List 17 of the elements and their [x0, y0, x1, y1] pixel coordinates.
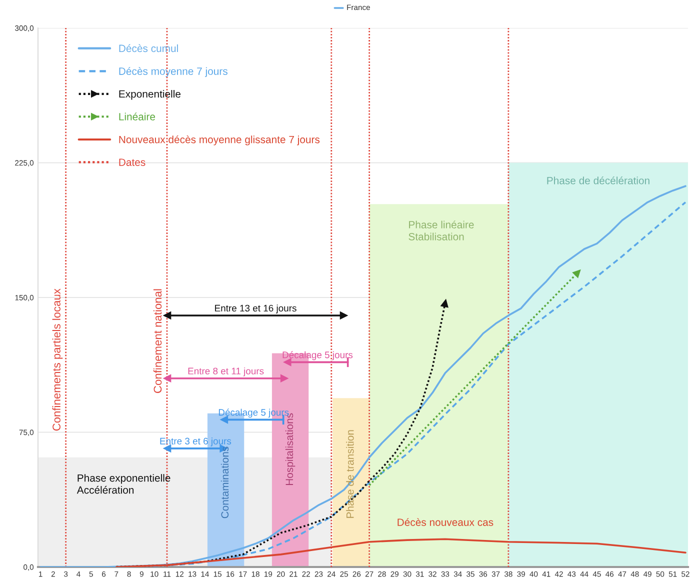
series-label: Phase de décélération: [547, 176, 650, 184]
ref-line-label: Confinements partiels locaux: [52, 288, 63, 431]
legend-label: Nouveaux décès moyenne glissante 7 jours: [119, 135, 320, 146]
legend-label: Linéaire: [119, 112, 156, 120]
series-label: Entre 13 et 16 jours: [215, 304, 296, 314]
legend-label: Décès cumul: [119, 44, 178, 52]
series-label: Contaminations: [220, 446, 229, 518]
series-label: Phase exponentielle Accélération: [76, 474, 170, 494]
series-label: Phase linéaire Stabilisation: [408, 220, 474, 240]
legend-label: Décès moyenne 7 jours: [119, 67, 228, 77]
series-label: Entre 3 et 6 jours: [160, 438, 232, 446]
annotation: Décès nouveaux cas: [398, 518, 494, 526]
legend-label: Exponentielle: [119, 90, 180, 100]
series-label: Phase de transition: [346, 430, 354, 518]
series-label: Entre 8 et 11 jours: [188, 367, 264, 376]
annotation: Dates: [119, 158, 146, 166]
ref-line-label: Confinement national: [153, 289, 162, 393]
